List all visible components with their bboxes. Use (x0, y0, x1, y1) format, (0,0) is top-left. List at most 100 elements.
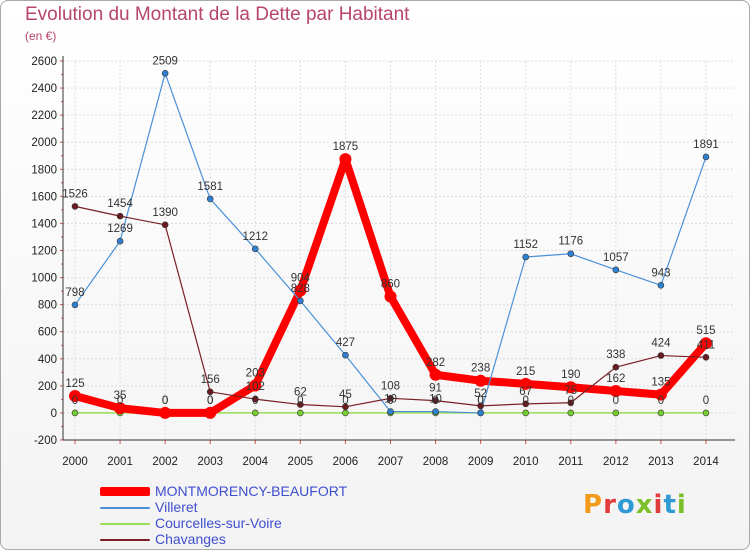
data-label: 102 (246, 381, 265, 393)
data-point (116, 237, 124, 245)
data-point (654, 388, 667, 401)
data-label: 75 (564, 385, 577, 397)
data-label: 943 (651, 267, 670, 279)
data-label: 91 (429, 383, 442, 395)
legend-swatch (100, 539, 150, 541)
data-label: 1454 (107, 198, 133, 210)
data-label: 0 (432, 395, 438, 407)
data-label: 1581 (197, 181, 223, 193)
x-tick-label: 2002 (152, 456, 178, 468)
x-tick-label: 2011 (558, 456, 583, 468)
y-tick-label: 2600 (31, 56, 57, 68)
y-tick-label: 400 (38, 354, 57, 366)
x-tick-label: 2003 (197, 456, 223, 468)
data-label: 1212 (242, 231, 268, 243)
data-label: 0 (297, 395, 303, 407)
data-point (657, 409, 665, 417)
y-tick-label: 2400 (31, 83, 57, 95)
y-tick-label: 1200 (31, 246, 57, 258)
data-point (432, 408, 439, 415)
data-label: 215 (516, 366, 535, 378)
data-point (522, 409, 530, 417)
data-label: 1176 (558, 236, 583, 248)
data-label: 67 (519, 386, 532, 398)
y-tick-label: 2000 (31, 137, 57, 149)
data-point (429, 368, 442, 381)
x-tick-label: 2010 (513, 456, 539, 468)
data-label: 1526 (62, 188, 88, 200)
legend-swatch (100, 507, 150, 509)
data-label: 203 (246, 367, 265, 379)
data-point (251, 409, 259, 417)
data-point (522, 253, 530, 261)
data-point (297, 409, 304, 417)
y-tick-label: 1400 (31, 218, 57, 230)
data-point (206, 388, 214, 396)
data-label: 162 (606, 373, 625, 385)
data-point (114, 402, 127, 415)
legend-label: MONTMORENCY-BEAUFORT (155, 483, 348, 499)
data-point (522, 400, 530, 408)
data-point (702, 409, 710, 417)
data-label: 0 (568, 395, 574, 407)
data-label: 10 (384, 394, 397, 406)
data-label: 0 (162, 395, 168, 407)
data-label: 798 (65, 287, 84, 299)
x-tick-label: 2009 (468, 456, 494, 468)
data-point (519, 377, 532, 390)
data-label: 0 (252, 395, 258, 407)
data-label: 0 (477, 395, 483, 407)
x-tick-label: 2001 (107, 456, 133, 468)
x-tick-label: 2013 (648, 456, 674, 468)
data-label: 62 (294, 387, 307, 399)
data-point (657, 352, 665, 359)
data-point (384, 290, 397, 303)
data-label: 135 (651, 377, 670, 389)
chart-title: Evolution du Montant de la Dette par Hab… (25, 4, 410, 25)
data-label: 828 (291, 283, 310, 295)
x-tick-label: 2000 (62, 456, 88, 468)
y-tick-label: 1800 (31, 164, 57, 176)
y-tick-label: 200 (38, 381, 57, 393)
data-label: 0 (613, 395, 619, 407)
legend-label: Villeret (155, 499, 198, 515)
data-point (657, 281, 665, 289)
data-point (342, 403, 349, 411)
data-label: 904 (291, 273, 311, 285)
data-label: 2509 (152, 55, 178, 67)
data-label: 0 (703, 395, 709, 407)
data-label: 156 (201, 374, 220, 386)
data-point (387, 395, 394, 402)
y-tick-label: -200 (34, 435, 57, 447)
data-label: 10 (429, 394, 442, 406)
data-point (387, 408, 394, 415)
data-point (612, 409, 620, 417)
data-point (71, 203, 79, 210)
data-point (474, 374, 487, 387)
data-point (567, 250, 575, 258)
data-point (612, 363, 620, 371)
data-label: 0 (658, 395, 664, 407)
y-tick-label: 600 (38, 327, 57, 339)
data-point (161, 70, 169, 77)
y-tick-label: 2200 (31, 110, 57, 122)
x-tick-label: 2007 (378, 456, 404, 468)
x-tick-label: 2012 (603, 456, 629, 468)
data-label: 1390 (152, 207, 178, 219)
data-label: 427 (336, 337, 355, 349)
data-label: 52 (474, 388, 487, 400)
data-label: 0 (207, 395, 213, 407)
data-label: 0 (477, 395, 483, 407)
data-point (71, 409, 79, 417)
data-point (342, 351, 349, 359)
data-point (432, 397, 439, 404)
data-label: 411 (697, 339, 715, 351)
data-label: 860 (381, 279, 400, 291)
data-label: 0 (207, 395, 213, 407)
y-tick-label: 800 (38, 300, 57, 312)
data-point (297, 401, 304, 408)
data-label: 238 (471, 363, 490, 375)
data-point (159, 406, 172, 419)
